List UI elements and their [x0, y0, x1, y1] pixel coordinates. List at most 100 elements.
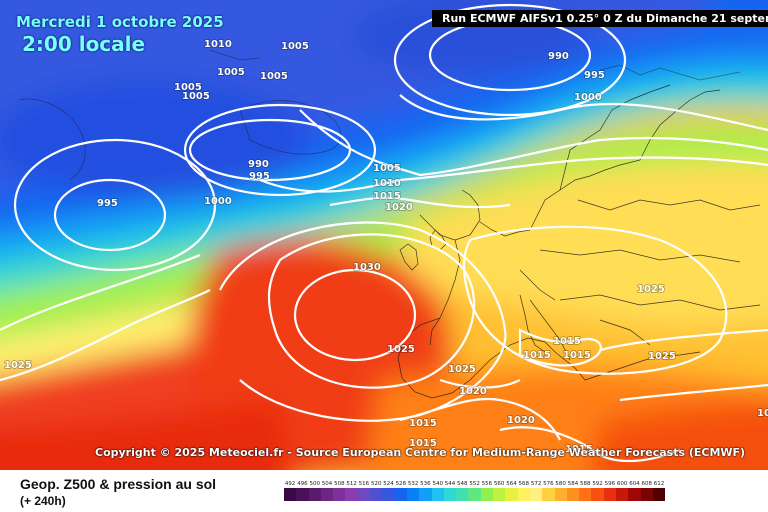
scale-swatch [394, 488, 407, 501]
scale-cell: 556 [480, 480, 494, 501]
scale-cell: 504 [320, 480, 334, 501]
copyright-notice: Copyright © 2025 Meteociel.fr - Source E… [95, 446, 746, 459]
isobar-label: 1015 [373, 191, 401, 202]
scale-cell: 572 [529, 480, 543, 501]
scale-cell: 508 [333, 480, 346, 501]
scale-label: 588 [580, 481, 591, 487]
scale-swatch [628, 488, 641, 501]
isobar-label: 1015 [409, 418, 437, 429]
scale-label: 544 [444, 481, 456, 487]
scale-swatch [579, 488, 592, 501]
scale-cell: 588 [579, 480, 592, 501]
scale-swatch [505, 488, 518, 501]
isobar-label: 1005 [373, 163, 401, 174]
isobar-label: 1020 [757, 408, 768, 419]
isobar-label: 1015 [523, 350, 551, 361]
isobar-label: 1005 [217, 67, 245, 78]
scale-swatch [333, 488, 346, 501]
isobar-label: 1005 [260, 71, 288, 82]
scale-cell: 592 [591, 480, 604, 501]
isobar-label: 1010 [204, 39, 232, 50]
z500-color-field [0, 0, 768, 470]
scale-label: 512 [346, 481, 357, 487]
scale-label: 516 [358, 481, 370, 487]
scale-label: 520 [370, 481, 382, 487]
scale-cell: 528 [394, 480, 407, 501]
isobar-label: 1025 [648, 351, 676, 362]
scale-label: 492 [284, 481, 296, 487]
scale-cell: 600 [616, 480, 629, 501]
isobar-label: 1030 [353, 262, 381, 273]
scale-swatch [406, 488, 420, 501]
scale-cell: 552 [468, 480, 481, 501]
scale-swatch [529, 488, 543, 501]
isobar-label: 1005 [182, 91, 210, 102]
scale-swatch [480, 488, 494, 501]
scale-label: 496 [297, 481, 308, 487]
scale-label: 576 [543, 481, 554, 487]
isobar-label: 1015 [409, 438, 437, 449]
scale-swatch [603, 488, 617, 501]
isobar-label: 1015 [563, 350, 591, 361]
scale-cell: 580 [554, 480, 567, 501]
scale-swatch [296, 488, 309, 501]
scale-cell: 604 [628, 480, 641, 501]
lead-time-label: (+ 240h) [20, 494, 66, 508]
scale-label: 556 [481, 481, 493, 487]
scale-cell: 500 [308, 480, 321, 501]
scale-cell: 532 [406, 480, 420, 501]
scale-swatch [284, 488, 297, 501]
scale-swatch [640, 488, 653, 501]
scale-swatch [456, 488, 469, 501]
scale-label: 568 [518, 481, 530, 487]
coastlines [19, 49, 761, 399]
isobar-label: 1025 [448, 364, 476, 375]
scale-label: 612 [653, 481, 665, 487]
scale-cell: 560 [493, 480, 506, 501]
scale-label: 572 [530, 481, 542, 487]
scale-label: 564 [506, 481, 517, 487]
parameter-label: Geop. Z500 & pression au sol [20, 476, 217, 492]
scale-label: 552 [469, 481, 480, 487]
scale-swatch [357, 488, 371, 501]
isobar-label: 1020 [459, 386, 487, 397]
scale-swatch [554, 488, 567, 501]
isobar-label: 1000 [204, 196, 232, 207]
scale-label: 532 [407, 481, 419, 487]
scale-cell: 608 [640, 480, 653, 501]
scale-cell: 596 [603, 480, 617, 501]
scale-swatch [431, 488, 444, 501]
scale-label: 536 [420, 481, 431, 487]
scale-swatch [345, 488, 358, 501]
scale-swatch [616, 488, 629, 501]
scale-swatch [320, 488, 334, 501]
scale-swatch [308, 488, 321, 501]
scale-swatch [517, 488, 530, 501]
scale-label: 500 [309, 481, 320, 487]
scale-swatch [566, 488, 580, 501]
scale-cell: 516 [357, 480, 371, 501]
scale-label: 592 [592, 481, 603, 487]
scale-swatch [468, 488, 481, 501]
scale-label: 540 [432, 481, 443, 487]
scale-swatch [652, 488, 666, 501]
isobar-label: 1020 [385, 202, 413, 213]
isobar-label: 1005 [281, 41, 309, 52]
forecast-date: Mercredi 1 octobre 2025 [16, 13, 224, 31]
isobar-label: 1025 [637, 284, 665, 295]
scale-cell: 568 [517, 480, 530, 501]
scale-swatch [382, 488, 395, 501]
model-run-info: Run ECMWF AIFSv1 0.25° 0 Z du Dimanche 2… [432, 10, 768, 27]
isobar-label: 1000 [574, 92, 602, 103]
scale-label: 504 [321, 481, 333, 487]
isobar-label: 995 [249, 171, 270, 182]
geopotential-map: 1010 1005 1005 1005 1005 1005 990 995 10… [0, 0, 768, 470]
scale-label: 608 [641, 481, 653, 487]
scale-label: 604 [629, 481, 640, 487]
scale-swatch [542, 488, 555, 501]
isobar-label: 1010 [373, 178, 401, 189]
isobar-label: 1015 [553, 336, 581, 347]
scale-cell: 524 [382, 480, 395, 501]
isobar-label: 995 [97, 198, 118, 209]
